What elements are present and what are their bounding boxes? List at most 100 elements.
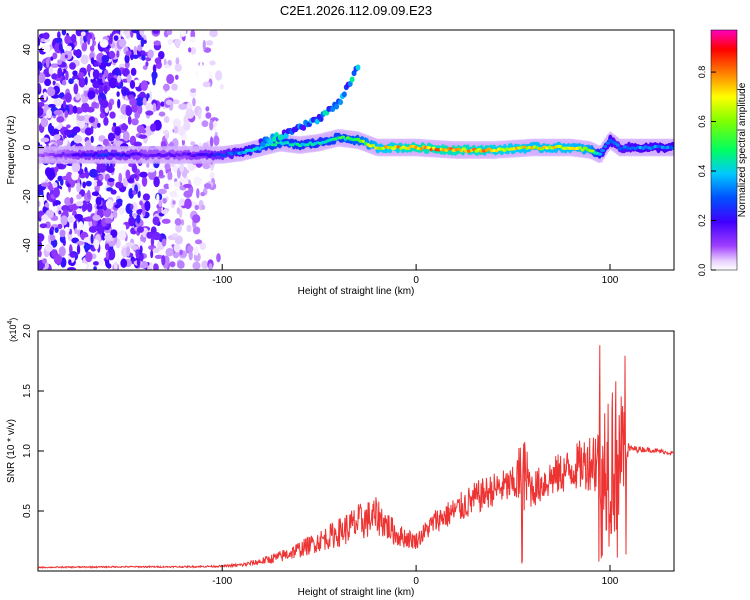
noise-speck — [48, 87, 56, 97]
noise-speck — [98, 97, 103, 103]
colorbar-label: Normalized spectral amplitude — [737, 82, 748, 217]
noise-speck — [69, 252, 77, 258]
noise-speck — [88, 220, 93, 228]
noise-speck — [58, 210, 62, 215]
noise-speck — [168, 179, 172, 190]
branch-blob — [318, 115, 324, 122]
noise-speck — [176, 207, 181, 215]
noise-speck — [51, 73, 58, 80]
trace-core — [272, 143, 278, 147]
noise-speck — [93, 266, 97, 270]
noise-speck — [77, 265, 86, 270]
noise-speck — [131, 164, 138, 173]
noise-speck — [115, 258, 120, 263]
noise-speck — [61, 30, 67, 36]
noise-speck — [63, 129, 73, 136]
snr-y-label: SNR (10 * v/v) — [6, 419, 17, 483]
trace-core — [341, 135, 346, 139]
noise-speck — [40, 137, 50, 143]
noise-speck — [87, 90, 96, 100]
noise-speck — [96, 224, 105, 234]
noise-speck — [105, 251, 110, 261]
noise-speck — [178, 103, 187, 110]
noise-speck — [137, 190, 141, 199]
noise-speck — [167, 38, 173, 45]
noise-speck — [205, 40, 214, 46]
noise-speck — [169, 190, 179, 198]
noise-speck — [90, 233, 94, 244]
noise-speck — [89, 168, 98, 178]
noise-speck — [219, 84, 224, 90]
noise-speck — [57, 67, 63, 79]
noise-speck — [91, 101, 98, 109]
noise-speck — [38, 68, 41, 76]
noise-speck — [53, 98, 63, 107]
noise-speck — [202, 39, 206, 51]
noise-speck — [172, 200, 176, 205]
noise-speck — [165, 248, 174, 257]
y-tick-label: -40 — [22, 238, 33, 253]
noise-speck — [163, 183, 170, 190]
x-tick-label: -100 — [212, 576, 232, 587]
noise-speck — [185, 108, 195, 119]
noise-speck — [135, 96, 144, 107]
noise-speck — [50, 226, 55, 231]
noise-speck — [74, 227, 78, 235]
noise-speck — [125, 169, 131, 180]
noise-speck — [179, 161, 185, 173]
noise-speck — [93, 181, 98, 187]
noise-speck — [73, 134, 82, 144]
noise-speck — [169, 261, 176, 268]
noise-speck — [116, 50, 120, 58]
trace-core — [597, 152, 603, 156]
noise-speck — [203, 182, 212, 189]
noise-speck — [192, 97, 196, 107]
noise-speck — [58, 246, 66, 257]
noise-speck — [132, 213, 138, 218]
noise-speck — [121, 88, 129, 96]
noise-speck — [131, 118, 139, 126]
trace-core — [653, 144, 658, 149]
y-tick-label: 1.0 — [22, 444, 33, 458]
noise-speck — [108, 50, 116, 59]
noise-speck — [125, 106, 133, 117]
noise-speck — [118, 172, 123, 184]
noise-speck — [72, 126, 81, 133]
y-tick-label: 20 — [22, 93, 33, 105]
noise-speck — [136, 226, 144, 233]
colorbar-tick-label: 0.4 — [697, 165, 707, 178]
noise-speck — [145, 61, 149, 67]
noise-speck — [145, 110, 154, 116]
noise-speck — [138, 134, 148, 139]
noise-speck — [81, 102, 90, 113]
noise-speck — [201, 120, 209, 128]
noise-speck — [50, 238, 58, 248]
noise-speck — [157, 207, 162, 214]
noise-speck — [158, 165, 165, 172]
noise-speck — [209, 120, 214, 131]
noise-speck — [92, 80, 101, 89]
noise-speck — [154, 254, 163, 259]
trace-core — [457, 147, 461, 151]
noise-speck — [104, 234, 113, 241]
noise-speck — [146, 162, 150, 168]
noise-speck — [187, 245, 194, 253]
noise-speck — [209, 172, 215, 181]
noise-speck — [61, 79, 67, 86]
noise-speck — [88, 116, 95, 123]
noise-speck — [164, 163, 171, 171]
noise-speck — [209, 60, 216, 66]
noise-speck — [108, 77, 118, 89]
noise-speck — [189, 36, 196, 43]
noise-speck — [161, 209, 169, 215]
noise-speck — [38, 106, 44, 117]
noise-speck — [41, 214, 49, 221]
noise-speck — [84, 76, 88, 86]
noise-speck — [57, 175, 64, 182]
noise-speck — [52, 52, 58, 60]
noise-speck — [158, 199, 163, 208]
noise-speck — [98, 163, 107, 173]
noise-speck — [130, 174, 138, 179]
noise-speck — [122, 177, 129, 187]
noise-speck — [43, 91, 47, 101]
